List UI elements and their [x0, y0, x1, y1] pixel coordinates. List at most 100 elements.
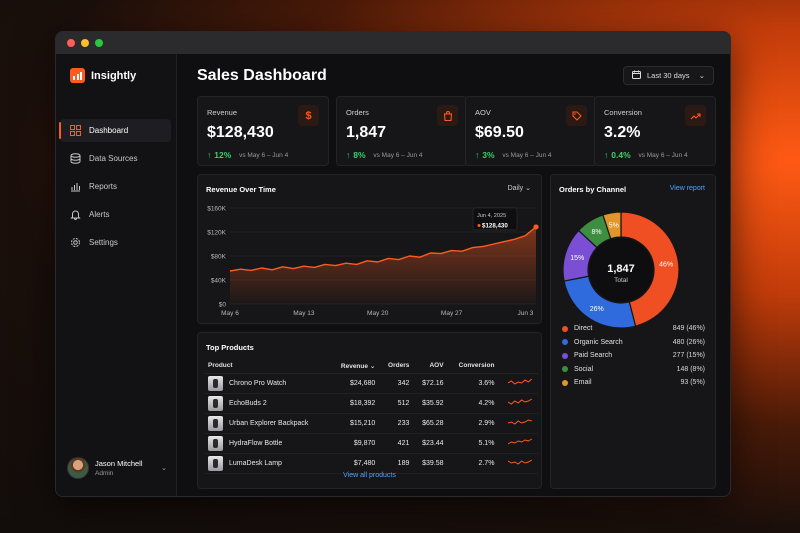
orders-cell: 233 [379, 413, 414, 434]
product-name: LumaDesk Lamp [229, 459, 282, 467]
app-logo[interactable]: Insightly [70, 68, 136, 83]
revenue-chart[interactable]: $0 $40K $80K $120K $160K May 6 May 13 May 20 May… [198, 175, 543, 325]
legend-item[interactable]: Email 93 (5%) [562, 376, 705, 389]
table-row[interactable]: EchoBuds 2 $18,392 512 $35.92 4.2% [204, 393, 538, 414]
column-header-orders[interactable]: Orders [379, 359, 414, 374]
orders-cell: 512 [379, 393, 414, 414]
panel-title: Top Products [206, 343, 254, 352]
legend-item[interactable]: Organic Search 480 (26%) [562, 336, 705, 349]
chevron-down-icon: ⌄ [525, 185, 531, 192]
dollar-icon: $ [298, 105, 319, 126]
legend-item[interactable]: Social 148 (8%) [562, 363, 705, 376]
conversion-cell: 4.2% [447, 393, 499, 414]
kpi-card-conversion[interactable]: Conversion 3.2% ↑ 0.4% vs May 6 – Jun 4 [594, 96, 716, 166]
conversion-cell: 2.7% [447, 453, 499, 474]
maximize-window-button[interactable] [95, 39, 103, 47]
minimize-window-button[interactable] [81, 39, 89, 47]
chart-tooltip: Jun 4, 2025 $128,430 [472, 207, 518, 231]
product-name: EchoBuds 2 [229, 399, 267, 407]
user-menu[interactable]: Jason Mitchell Admin ⌄ [67, 457, 167, 479]
x-tick-label: Jun 3 [517, 310, 533, 317]
legend-item[interactable]: Direct 849 (46%) [562, 322, 705, 335]
sidebar-item-label: Alerts [89, 210, 110, 219]
column-header-revenue[interactable]: Revenue ⌄ [330, 359, 380, 374]
legend-item[interactable]: Paid Search 277 (15%) [562, 349, 705, 362]
table-row[interactable]: Chrono Pro Watch $24,680 342 $72.16 3.6% [204, 373, 538, 394]
logo-icon [70, 68, 85, 83]
arrow-up-icon: ↑ [207, 150, 212, 160]
bar-chart-icon [70, 181, 81, 192]
conversion-cell: 2.9% [447, 413, 499, 434]
legend-swatch [562, 366, 568, 373]
product-cell: Chrono Pro Watch [204, 373, 330, 394]
legend-label: Paid Search [574, 352, 613, 360]
legend-value: 277 (15%) [672, 352, 705, 360]
conversion-cell: 5.1% [447, 433, 499, 454]
date-range-picker[interactable]: Last 30 days ⌄ [623, 66, 714, 85]
sparkline [507, 438, 533, 445]
legend-label: Social [574, 365, 594, 373]
panel-title: Revenue Over Time [206, 185, 276, 194]
column-header-product[interactable]: Product [204, 359, 330, 374]
legend-value: 148 (8%) [676, 365, 705, 373]
chevron-down-icon: ⌄ [161, 465, 167, 472]
orders-cell: 342 [379, 373, 414, 394]
trend-up-icon [685, 105, 706, 126]
revenue-line [229, 226, 537, 272]
column-header-aov[interactable]: AOV [413, 359, 448, 374]
product-name: HydraFlow Bottle [229, 439, 283, 447]
kpi-card-revenue[interactable]: Revenue $128,430 ↑ 12% vs May 6 – Jun 4 $ [197, 96, 329, 166]
interval-select[interactable]: Daily ⌄ [508, 184, 531, 192]
app-name: Insightly [91, 69, 137, 82]
legend-label: Direct [574, 325, 593, 332]
table-row[interactable]: HydraFlow Bottle $9,870 421 $23.44 5.1% [204, 433, 538, 454]
column-header-conversion[interactable]: Conversion [447, 359, 499, 374]
main-content: Sales Dashboard Last 30 days ⌄ Revenue $… [177, 54, 730, 496]
sidebar-item-reports[interactable]: Reports [60, 175, 171, 198]
close-window-button[interactable] [67, 39, 75, 47]
sidebar-item-dashboard[interactable]: Dashboard [59, 119, 171, 142]
revenue-cell: $15,210 [330, 413, 380, 434]
x-tick-label: May 13 [293, 310, 315, 317]
y-tick-label: $80K [211, 254, 227, 261]
aov-cell: $72.16 [413, 373, 448, 394]
sparkline [507, 398, 533, 405]
product-cell: EchoBuds 2 [204, 393, 330, 414]
sparkline [507, 419, 532, 425]
top-products-panel: Top Products Product Revenue ⌄ Orders AO… [197, 332, 542, 489]
kpi-label: AOV [475, 108, 491, 117]
sidebar-item-settings[interactable]: Settings [60, 231, 171, 254]
kpi-label: Orders [346, 108, 369, 117]
aov-cell: $39.58 [413, 453, 448, 474]
slice-label: 5% [609, 223, 619, 230]
donut-total: 1,847 [607, 263, 635, 275]
trend-cell [498, 413, 538, 434]
sidebar-item-label: Dashboard [89, 126, 129, 135]
product-cell: Urban Explorer Backpack [204, 413, 330, 434]
column-header-label: Revenue [340, 362, 368, 370]
kpi-delta-value: 8% [353, 150, 366, 160]
kpi-card-orders[interactable]: Orders 1,847 ↑ 8% vs May 6 – Jun 4 [336, 96, 468, 166]
table-header-row: Product Revenue ⌄ Orders AOV Conversion [204, 359, 538, 374]
slice-label: 15% [570, 255, 584, 262]
kpi-compare: vs May 6 – Jun 4 [638, 151, 688, 159]
user-role: Admin [95, 470, 114, 477]
shopping-bag-icon [437, 105, 458, 126]
kpi-delta-value: 3% [482, 150, 495, 160]
y-tick-label: $0 [219, 302, 227, 309]
kpi-delta: ↑ 3% vs May 6 – Jun 4 [475, 150, 552, 160]
legend-value: 480 (26%) [672, 338, 705, 346]
kpi-card-aov[interactable]: AOV $69.50 ↑ 3% vs May 6 – Jun 4 [465, 96, 597, 166]
sidebar-item-data-sources[interactable]: Data Sources [60, 147, 171, 170]
product-thumbnail [208, 415, 223, 431]
view-all-products-link[interactable]: View all products [343, 472, 396, 479]
table-row[interactable]: Urban Explorer Backpack $15,210 233 $65.28 2… [204, 413, 538, 434]
slice-label: 8% [591, 229, 601, 236]
view-report-link[interactable]: View report [669, 185, 705, 192]
bell-icon [70, 209, 81, 220]
channel-donut-chart[interactable]: 46% 26% 15% 8% 5% 1,847 Total [551, 195, 717, 345]
table-row[interactable]: LumaDesk Lamp $7,480 189 $39.58 2.7% [204, 453, 538, 474]
avatar [67, 457, 89, 479]
sidebar-item-alerts[interactable]: Alerts [60, 203, 171, 226]
kpi-delta-value: 0.4% [611, 150, 631, 160]
